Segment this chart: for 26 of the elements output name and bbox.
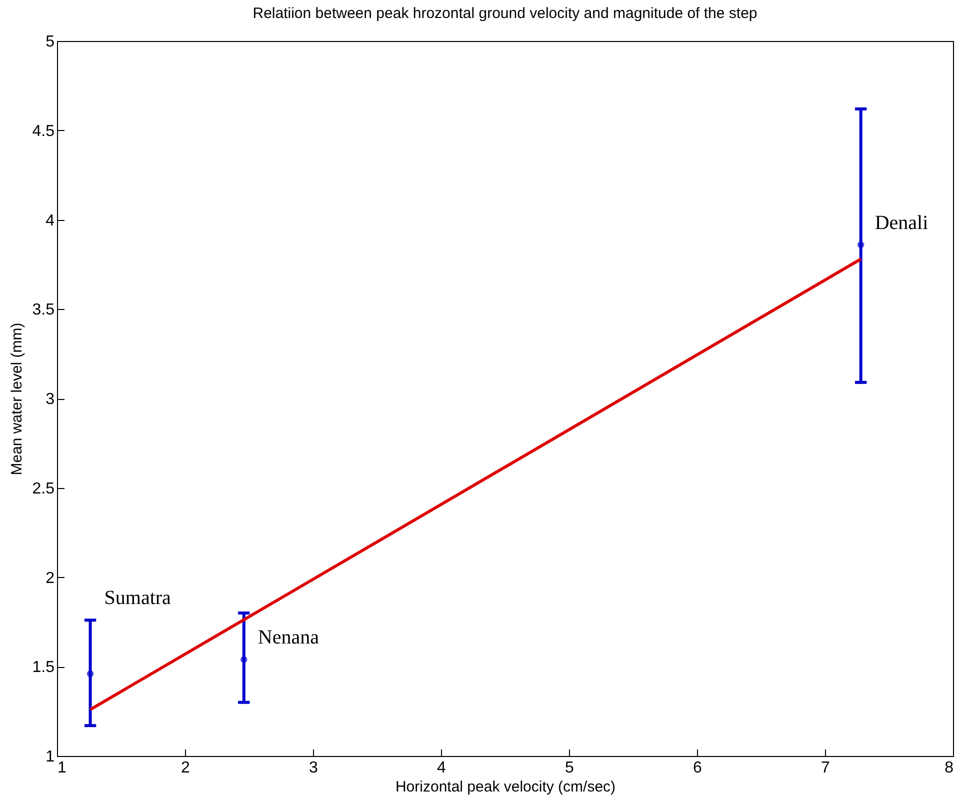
x-tick-label: 6 xyxy=(693,760,702,776)
y-tick-label: 1 xyxy=(46,748,55,766)
x-tick-label: 4 xyxy=(437,760,446,776)
y-tick-label: 4.5 xyxy=(32,122,55,140)
point xyxy=(857,241,864,248)
x-tick-label: 5 xyxy=(565,760,574,776)
x-axis-title: Horizontal peak velocity (cm/sec) xyxy=(395,778,616,796)
annotation: Nenana xyxy=(258,626,320,648)
annotation: Sumatra xyxy=(104,587,172,610)
x-tick-label: 7 xyxy=(821,760,830,776)
x-tick-label: 3 xyxy=(309,760,318,776)
y-tick-label: 5 xyxy=(46,34,55,50)
x-tick-label: 8 xyxy=(944,760,954,776)
point xyxy=(240,656,248,663)
y-tick-label: 3.5 xyxy=(32,302,55,319)
y-tick-label: 2 xyxy=(46,570,55,587)
y-tick-label: 1.5 xyxy=(32,659,55,676)
y-tick-label: 4 xyxy=(46,212,55,230)
point xyxy=(86,670,94,678)
x-tick-label: 2 xyxy=(181,760,190,776)
y-tick-label: 3 xyxy=(46,391,55,408)
y-axis-title: Mean water level (mm) xyxy=(8,322,26,476)
chart-title: Relatiion between peak hrozontal ground velocity and magnitude of the step xyxy=(252,5,758,22)
y-tick-label: 2.5 xyxy=(32,480,55,498)
x-tick-label: 1 xyxy=(58,760,66,776)
annotation: Denali xyxy=(874,212,929,234)
